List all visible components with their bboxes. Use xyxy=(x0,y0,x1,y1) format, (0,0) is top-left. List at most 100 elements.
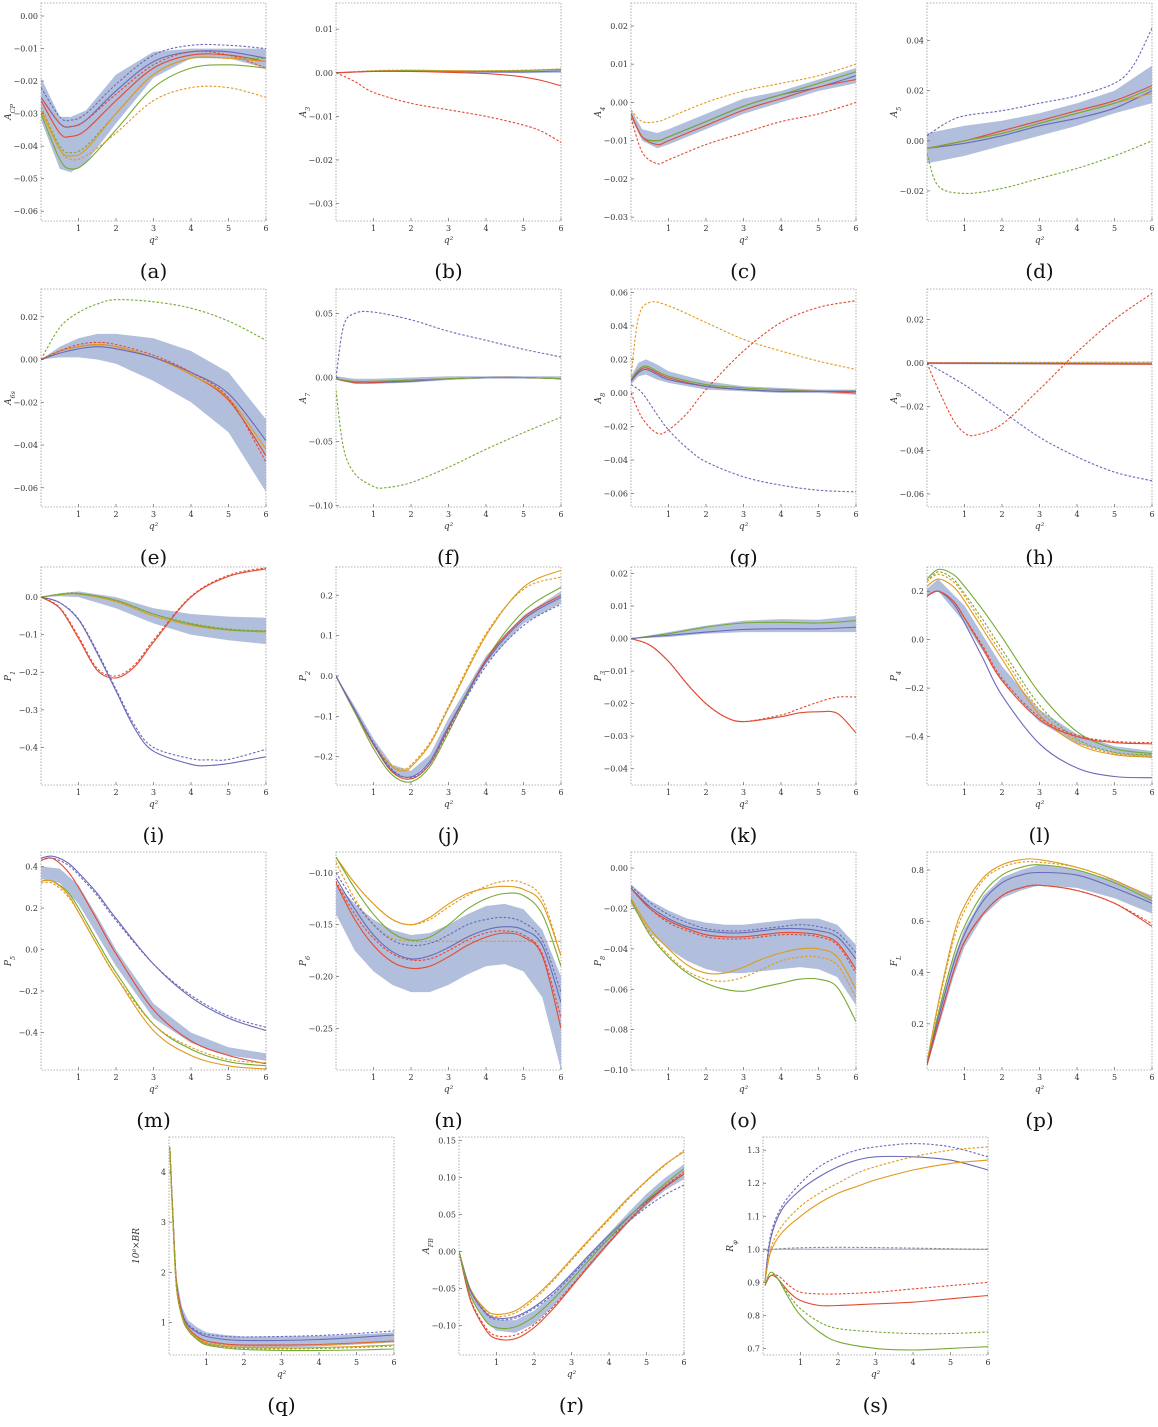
series-line-red-dashed-3 xyxy=(631,101,856,165)
series-line-green-4 xyxy=(336,376,561,383)
series-line-green-5 xyxy=(631,900,856,1022)
x-tick-label: 2 xyxy=(408,510,413,519)
x-axis-label: q² xyxy=(567,1370,577,1380)
x-tick-label: 4 xyxy=(778,1073,783,1082)
x-tick-label: 1 xyxy=(666,224,671,233)
series-line-red-0 xyxy=(41,568,266,679)
x-tick-label: 3 xyxy=(446,1073,451,1082)
panel-caption: (a) xyxy=(139,259,168,283)
x-tick-label: 3 xyxy=(1037,788,1042,797)
chart-panel-r: 1 2 3 4 5 6 0.15 0.10 0.05 0.00 −0.05 −0.10 q² AFB (r) xyxy=(419,1136,688,1427)
series-line-blue-3 xyxy=(927,871,1152,1066)
y-tick-label: 0.02 xyxy=(610,570,628,579)
series-line-orange-dashed-1 xyxy=(927,861,1152,1063)
series-line-blue-dashed-0 xyxy=(336,310,561,378)
series-line-red-dashed-4 xyxy=(41,341,266,463)
series-line-red-2 xyxy=(41,857,266,1065)
series-line-green-3 xyxy=(41,879,266,1067)
y-tick-label: 0.02 xyxy=(610,355,628,364)
x-tick-label: 4 xyxy=(1074,224,1079,233)
y-axis-label: A8 xyxy=(594,393,607,405)
x-tick-label: 5 xyxy=(521,1073,526,1082)
series-line-blue-5 xyxy=(631,368,856,392)
x-tick-label: 2 xyxy=(113,788,118,797)
y-axis-label: A4 xyxy=(594,107,607,119)
x-axis-label: q² xyxy=(739,1085,749,1095)
uncertainty-band xyxy=(459,1164,684,1333)
x-tick-label: 4 xyxy=(606,1358,611,1367)
series-line-blue-0 xyxy=(41,855,266,1032)
series-line-red-dashed-6 xyxy=(631,887,856,974)
series-line-orange-dashed-4 xyxy=(631,900,856,998)
x-axis-label: q² xyxy=(739,236,749,246)
series-line-green-0 xyxy=(631,620,856,640)
panel-caption: (c) xyxy=(730,259,757,283)
y-tick-label: 0.01 xyxy=(610,60,628,69)
panel-caption: (q) xyxy=(267,1393,296,1417)
series-line-blue-2 xyxy=(764,1155,988,1283)
x-tick-label: 6 xyxy=(1149,788,1154,797)
y-tick-label: 0.02 xyxy=(610,22,628,31)
x-axis-label: q² xyxy=(1035,800,1045,810)
chart-svg-f: 1 2 3 4 5 6 0.05 0.00 −0.05 −0.10 q² A7 xyxy=(299,288,564,532)
x-tick-label: 2 xyxy=(113,1073,118,1082)
x-tick-label: 6 xyxy=(263,224,268,233)
series-line-green-4 xyxy=(41,64,266,170)
x-tick-label: 5 xyxy=(816,1073,821,1082)
series-line-blue-dashed-4 xyxy=(336,603,561,779)
chart-svg-r: 1 2 3 4 5 6 0.15 0.10 0.05 0.00 −0.05 −0.10 q² AFB xyxy=(422,1136,687,1380)
chart-panel-h: 1 2 3 4 5 6 0.02 0.00 −0.02 −0.04 −0.06 q² A9 (h) xyxy=(887,288,1156,579)
y-axis-label: P1 xyxy=(4,671,17,682)
x-tick-label: 4 xyxy=(778,224,783,233)
x-tick-label: 2 xyxy=(408,788,413,797)
x-tick-label: 2 xyxy=(703,788,708,797)
y-tick-label: 0.02 xyxy=(906,316,924,325)
y-tick-label: 0.00 xyxy=(906,137,924,146)
series-line-green-2 xyxy=(336,856,561,967)
series-line-blue-4 xyxy=(336,877,561,1003)
uncertainty-band xyxy=(631,359,856,395)
x-tick-label: 5 xyxy=(521,788,526,797)
y-tick-label: −0.02 xyxy=(308,156,333,165)
y-tick-label: −0.1 xyxy=(314,712,333,721)
x-tick-label: 3 xyxy=(873,1358,878,1367)
y-tick-label: 0.10 xyxy=(438,1174,456,1183)
y-tick-label: 0.01 xyxy=(610,602,628,611)
series-line-blue-1 xyxy=(631,626,856,640)
uncertainty-band xyxy=(763,1248,988,1250)
chart-panel-e: 1 2 3 4 5 6 0.02 0.00 −0.02 −0.04 −0.06 q² A6s (e) xyxy=(1,288,270,579)
y-axis-label: Rφ xyxy=(726,1240,739,1253)
plot-frame xyxy=(335,288,562,508)
y-tick-label: 0.4 xyxy=(25,863,38,872)
y-tick-label: 0.0 xyxy=(911,636,924,645)
series-line-blue-dashed-3 xyxy=(41,596,266,761)
uncertainty-band xyxy=(41,48,266,173)
series-line-orange-3 xyxy=(631,898,856,990)
y-tick-label: −0.04 xyxy=(603,456,628,465)
uncertainty-band xyxy=(927,65,1152,164)
y-tick-label: −0.20 xyxy=(308,973,333,982)
chart-panel-i: 1 2 3 4 5 6 0.0 −0.1 −0.2 −0.3 −0.4 q² P1 (i) xyxy=(1,566,270,857)
x-tick-label: 1 xyxy=(204,1358,209,1367)
y-tick-label: −0.10 xyxy=(308,502,333,511)
y-tick-label: 1 xyxy=(161,1318,166,1327)
x-tick-label: 1 xyxy=(494,1358,499,1367)
x-tick-label: 3 xyxy=(741,224,746,233)
series-line-green-dashed-5 xyxy=(927,140,1152,194)
series-line-orange-dashed-3 xyxy=(764,1146,988,1283)
series-line-green-dashed-0 xyxy=(41,299,266,360)
y-tick-label: −0.03 xyxy=(308,200,333,209)
x-axis-label: q² xyxy=(149,236,159,246)
uncertainty-band xyxy=(336,883,561,1070)
y-tick-label: 0.00 xyxy=(906,359,924,368)
series-line-blue-dashed-0 xyxy=(927,27,1152,137)
x-tick-label: 1 xyxy=(371,510,376,519)
series-line-red-dashed-3 xyxy=(41,50,266,128)
series-line-blue-dashed-2 xyxy=(631,885,856,954)
series-line-red-dashed-1 xyxy=(631,300,856,435)
y-axis-label: ACP xyxy=(4,103,17,120)
chart-panel-p: 1 2 3 4 5 6 0.8 0.6 0.4 0.2 q² FL (p) xyxy=(887,851,1156,1142)
x-tick-label: 1 xyxy=(76,510,81,519)
panel-caption: (k) xyxy=(729,823,758,847)
x-tick-label: 5 xyxy=(816,788,821,797)
